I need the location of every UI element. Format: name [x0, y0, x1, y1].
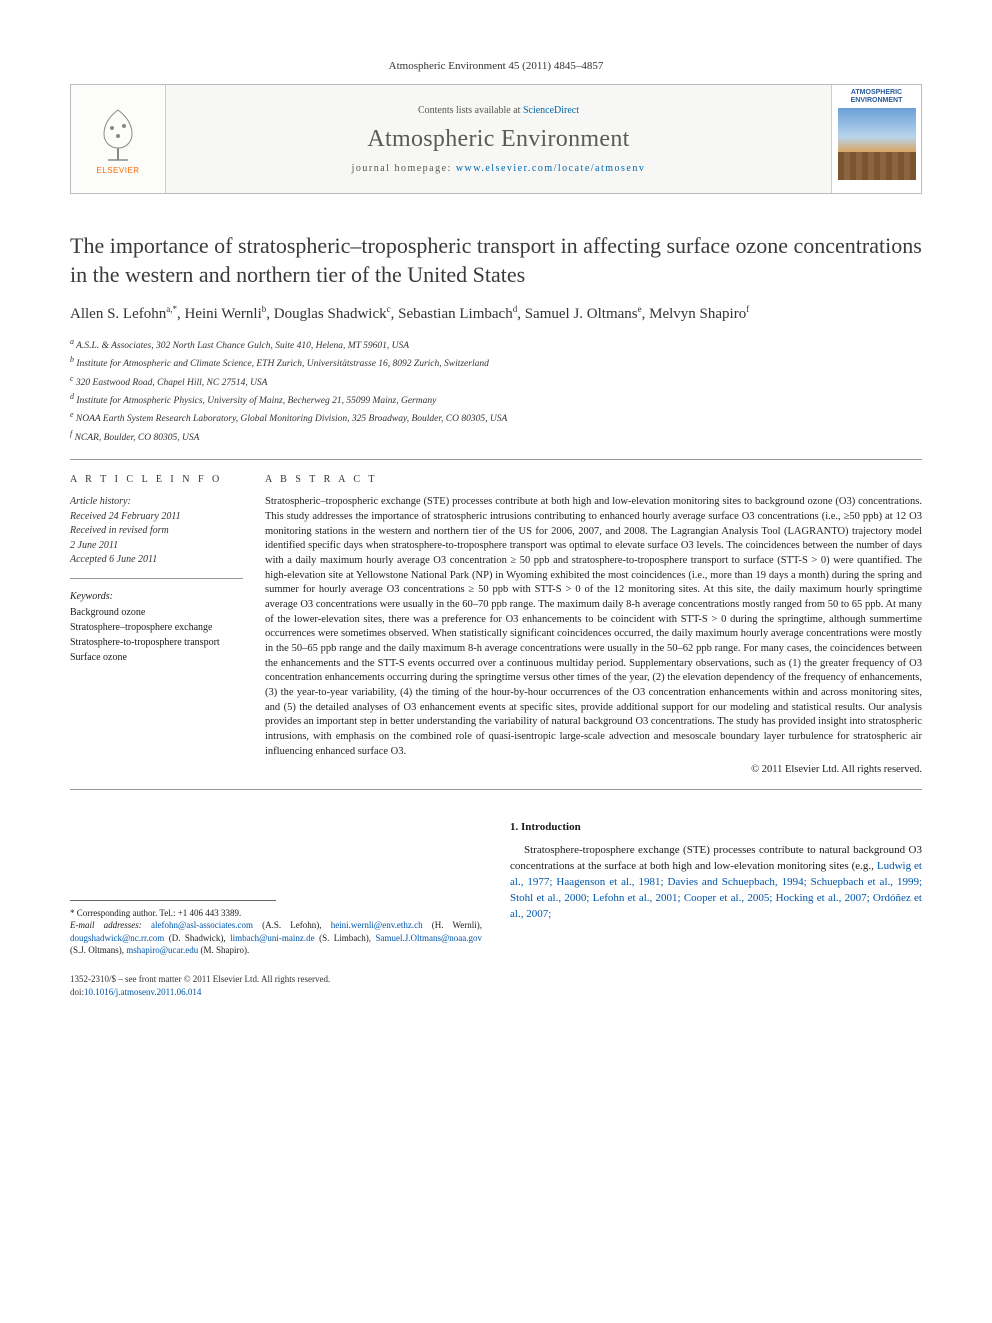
front-matter-line: 1352-2310/$ – see front matter © 2011 El… [70, 973, 482, 999]
intro-heading: 1. Introduction [510, 820, 922, 836]
article-title: The importance of stratospheric–troposph… [70, 232, 922, 289]
email-addresses: E-mail addresses: alefohn@asl-associates… [70, 919, 482, 957]
authors-list: Allen S. Lefohna,*, Heini Wernlib, Dougl… [70, 303, 922, 326]
history-revised-2: 2 June 2011 [70, 539, 243, 554]
abstract-text: Stratospheric–tropospheric exchange (STE… [265, 495, 922, 759]
intro-text: Stratosphere-troposphere exchange (STE) … [510, 844, 922, 872]
keywords-label: Keywords: [70, 591, 243, 602]
abstract-column: A B S T R A C T Stratospheric–tropospher… [265, 460, 922, 774]
email-label: E-mail addresses: [70, 920, 142, 930]
email-link[interactable]: limbach@uni-mainz.de [230, 933, 315, 943]
affiliation-line: f NCAR, Boulder, CO 80305, USA [70, 428, 922, 445]
abstract-heading: A B S T R A C T [265, 474, 922, 485]
elsevier-label: ELSEVIER [96, 166, 139, 175]
publisher-logo-box: ELSEVIER [71, 85, 166, 193]
email-link[interactable]: heini.wernli@env.ethz.ch [331, 920, 423, 930]
email-link[interactable]: Samuel.J.Oltmans@noaa.gov [375, 933, 482, 943]
contents-prefix: Contents lists available at [418, 105, 523, 116]
article-info-column: A R T I C L E I N F O Article history: R… [70, 460, 265, 774]
banner-middle: Contents lists available at ScienceDirec… [166, 85, 831, 193]
history-accepted: Accepted 6 June 2011 [70, 553, 243, 568]
keyword-item: Surface ozone [70, 650, 243, 665]
footnotes-block: * Corresponding author. Tel.: +1 406 443… [70, 900, 482, 957]
keyword-item: Stratosphere–troposphere exchange [70, 620, 243, 635]
affiliation-line: c 320 Eastwood Road, Chapel Hill, NC 275… [70, 373, 922, 390]
copyright-line: © 2011 Elsevier Ltd. All rights reserved… [265, 764, 922, 775]
affiliation-line: b Institute for Atmospheric and Climate … [70, 354, 922, 371]
divider-bottom [70, 789, 922, 790]
email-link[interactable]: dougshadwick@nc.rr.com [70, 933, 164, 943]
elsevier-logo[interactable]: ELSEVIER [83, 99, 153, 179]
affiliation-line: e NOAA Earth System Research Laboratory,… [70, 409, 922, 426]
journal-name: Atmospheric Environment [367, 126, 629, 153]
doi-link[interactable]: 10.1016/j.atmosenv.2011.06.014 [84, 987, 201, 997]
journal-banner: ELSEVIER Contents lists available at Sci… [70, 84, 922, 194]
email-link[interactable]: mshapiro@ucar.edu [126, 945, 198, 955]
cover-label-line1: ATMOSPHERIC [851, 89, 902, 96]
cover-label: ATMOSPHERIC ENVIRONMENT [851, 89, 903, 104]
cover-label-line2: ENVIRONMENT [851, 97, 903, 104]
affiliation-line: d Institute for Atmospheric Physics, Uni… [70, 391, 922, 408]
article-info-heading: A R T I C L E I N F O [70, 474, 243, 485]
intro-paragraph: Stratosphere-troposphere exchange (STE) … [510, 843, 922, 923]
homepage-line: journal homepage: www.elsevier.com/locat… [352, 163, 646, 174]
page-container: Atmospheric Environment 45 (2011) 4845–4… [0, 0, 992, 1039]
history-revised-1: Received in revised form [70, 524, 243, 539]
homepage-prefix: journal homepage: [352, 163, 456, 174]
keywords-list: Background ozoneStratosphere–troposphere… [70, 605, 243, 665]
cover-image [838, 108, 916, 180]
body-right-column: 1. Introduction Stratosphere-troposphere… [510, 820, 922, 999]
corresponding-author: * Corresponding author. Tel.: +1 406 443… [70, 907, 482, 920]
history-title: Article history: [70, 495, 243, 510]
citation-header: Atmospheric Environment 45 (2011) 4845–4… [70, 60, 922, 72]
body-left-column: * Corresponding author. Tel.: +1 406 443… [70, 820, 482, 999]
email-link[interactable]: alefohn@asl-associates.com [151, 920, 253, 930]
homepage-link[interactable]: www.elsevier.com/locate/atmosenv [456, 163, 646, 174]
doi-label: doi: [70, 987, 84, 997]
body-columns: * Corresponding author. Tel.: +1 406 443… [70, 820, 922, 999]
front-matter-text: 1352-2310/$ – see front matter © 2011 El… [70, 973, 482, 986]
footnote-rule [70, 900, 276, 901]
tree-icon [90, 104, 146, 164]
sciencedirect-link[interactable]: ScienceDirect [523, 105, 579, 116]
affiliation-line: a A.S.L. & Associates, 302 North Last Ch… [70, 336, 922, 353]
doi-line: doi:10.1016/j.atmosenv.2011.06.014 [70, 986, 482, 999]
journal-cover-box: ATMOSPHERIC ENVIRONMENT [831, 85, 921, 193]
history-received: Received 24 February 2011 [70, 510, 243, 525]
contents-line: Contents lists available at ScienceDirec… [418, 105, 579, 116]
keyword-item: Stratosphere-to-troposphere transport [70, 635, 243, 650]
keyword-item: Background ozone [70, 605, 243, 620]
affiliations-list: a A.S.L. & Associates, 302 North Last Ch… [70, 336, 922, 445]
article-history: Article history: Received 24 February 20… [70, 495, 243, 579]
info-abstract-row: A R T I C L E I N F O Article history: R… [70, 460, 922, 774]
